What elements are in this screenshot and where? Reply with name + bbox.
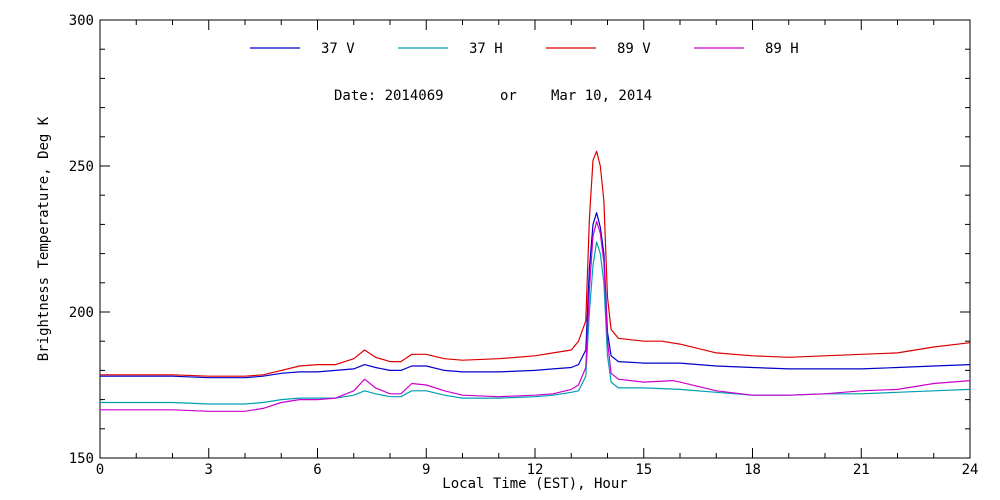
axis-ticks: [99, 19, 971, 459]
y-tick-label: 150: [69, 451, 94, 467]
legend-label-0: 37 V: [321, 41, 355, 57]
series-line-1: [100, 241, 971, 405]
y-tick-label: 300: [69, 13, 94, 29]
x-tick-label: 0: [96, 462, 104, 478]
date-prefix: Date: 2014069: [334, 88, 444, 104]
y-axis-title: Brightness Temperature, Deg K: [36, 116, 52, 361]
y-tick-label: 200: [69, 305, 94, 321]
date-separator: or: [500, 88, 517, 104]
x-tick-label: 15: [635, 462, 652, 478]
series-line-3: [100, 220, 971, 412]
x-tick-label: 9: [422, 462, 430, 478]
series-line-2: [100, 150, 971, 377]
x-tick-label: 24: [962, 462, 979, 478]
series-line-0: [100, 212, 971, 379]
x-tick-label: 12: [527, 462, 544, 478]
x-tick-label: 3: [205, 462, 213, 478]
legend: 37 V 37 H 89 V 89 H: [250, 41, 799, 57]
series-lines: [100, 150, 971, 412]
x-axis-title: Local Time (EST), Hour: [442, 476, 627, 492]
legend-label-2: 89 V: [617, 41, 651, 57]
y-tick-label: 250: [69, 159, 94, 175]
date-value: Mar 10, 2014: [551, 88, 652, 104]
legend-label-3: 89 H: [765, 41, 799, 57]
legend-label-1: 37 H: [469, 41, 503, 57]
x-tick-label: 18: [744, 462, 761, 478]
x-tick-label: 21: [853, 462, 870, 478]
axis-tick-labels: 0 3 6 9 12 15 18 21 24 150 200 250 300: [69, 13, 979, 478]
x-tick-label: 6: [313, 462, 321, 478]
